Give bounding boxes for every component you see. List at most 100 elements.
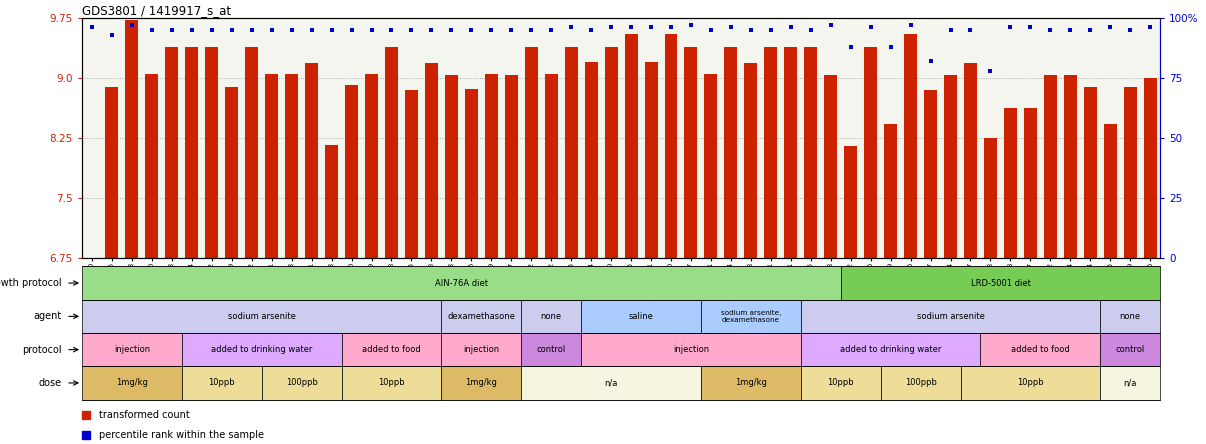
Bar [801,333,980,366]
Bar [765,48,778,258]
Text: LRD-5001 diet: LRD-5001 diet [971,278,1030,288]
Bar [784,48,797,258]
Text: added to drinking water: added to drinking water [839,345,942,354]
Bar [82,300,441,333]
Bar [341,366,441,400]
Bar [82,333,182,366]
Text: none: none [540,312,562,321]
Text: 100ppb: 100ppb [904,378,937,388]
Bar [725,48,737,258]
Text: n/a: n/a [604,378,617,388]
Bar [880,366,960,400]
Bar [82,366,182,400]
Text: 10ppb: 10ppb [827,378,854,388]
Bar [186,48,198,258]
Bar [704,74,718,258]
Bar [521,300,581,333]
Text: saline: saline [628,312,654,321]
Bar [245,48,258,258]
Bar [1100,300,1160,333]
Text: added to food: added to food [362,345,421,354]
Bar [125,20,139,258]
Text: 1mg/kg: 1mg/kg [116,378,148,388]
Bar [804,48,818,258]
Bar [365,74,377,258]
Bar [265,74,279,258]
Text: added to drinking water: added to drinking water [211,345,312,354]
Bar [405,90,418,258]
Bar [665,34,678,258]
Bar [801,366,880,400]
Bar [441,300,521,333]
Bar [82,266,841,300]
Bar [1064,75,1077,258]
Text: n/a: n/a [1124,378,1137,388]
Text: control: control [1116,345,1144,354]
Text: none: none [1119,312,1141,321]
Bar [564,48,578,258]
Bar [701,300,801,333]
Bar [980,333,1100,366]
Bar [345,85,358,258]
Bar [844,146,857,258]
Bar [944,75,958,258]
Bar [865,48,877,258]
Text: sodium arsenite: sodium arsenite [917,312,984,321]
Text: growth protocol: growth protocol [0,278,62,288]
Bar [305,63,318,258]
Bar [341,333,441,366]
Bar [505,75,517,258]
Bar [1100,366,1160,400]
Bar [545,74,557,258]
Text: percentile rank within the sample: percentile rank within the sample [99,430,264,440]
Text: added to food: added to food [1011,345,1070,354]
Bar [884,124,897,258]
Bar [984,138,997,258]
Bar [464,89,478,258]
Bar [525,48,538,258]
Bar [960,366,1100,400]
Bar [521,366,701,400]
Text: injection: injection [113,345,150,354]
Bar [581,333,801,366]
Bar [604,48,617,258]
Bar [385,48,398,258]
Bar [226,87,239,258]
Text: 10ppb: 10ppb [1017,378,1043,388]
Text: protocol: protocol [23,345,62,355]
Bar [801,300,1100,333]
Text: 10ppb: 10ppb [379,378,405,388]
Bar [1143,78,1157,258]
Text: dose: dose [39,378,62,388]
Bar [445,75,458,258]
Text: 100ppb: 100ppb [286,378,317,388]
Bar [625,34,638,258]
Text: agent: agent [34,311,62,321]
Bar [441,366,521,400]
Bar [182,366,262,400]
Bar [964,63,977,258]
Bar [904,34,917,258]
Bar [841,266,1160,300]
Bar [521,333,581,366]
Text: transformed count: transformed count [99,410,191,420]
Bar [824,75,837,258]
Bar [644,62,657,258]
Bar [262,366,341,400]
Text: injection: injection [463,345,499,354]
Text: injection: injection [673,345,709,354]
Bar [685,48,697,258]
Bar [326,145,338,258]
Bar [701,366,801,400]
Bar [1103,124,1117,258]
Text: sodium arsenite: sodium arsenite [228,312,295,321]
Bar [485,74,498,258]
Bar [205,48,218,258]
Bar [581,300,701,333]
Text: GDS3801 / 1419917_s_at: GDS3801 / 1419917_s_at [82,4,232,16]
Bar [744,63,757,258]
Bar [441,333,521,366]
Text: 1mg/kg: 1mg/kg [466,378,497,388]
Text: AIN-76A diet: AIN-76A diet [435,278,488,288]
Bar [285,74,298,258]
